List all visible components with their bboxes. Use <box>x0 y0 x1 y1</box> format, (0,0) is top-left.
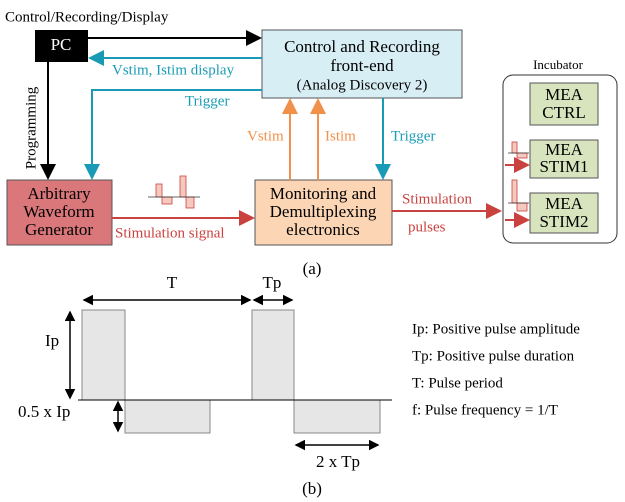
waveform-icon <box>148 175 200 209</box>
legend-line: f: Pulse frequency = 1/T <box>412 402 558 418</box>
legend-line: Tp: Positive pulse duration <box>412 348 575 364</box>
caption: (a) <box>303 259 322 278</box>
awg-line: Waveform <box>23 202 94 221</box>
mea-line: STIM1 <box>539 157 588 176</box>
trigger-label: Trigger <box>391 128 435 144</box>
ip-label: Ip <box>45 331 59 350</box>
awg-line: Generator <box>25 220 93 239</box>
vstim-label: Vstim <box>247 128 284 144</box>
half-ip-label: 0.5 x Ip <box>18 402 70 421</box>
pc-box <box>35 30 88 62</box>
mea-box <box>529 82 599 126</box>
figure-b: T Tp Ip 0.5 x Ip 2 x Tp Ip: Positive pul… <box>18 273 580 498</box>
awg-line: Arbitrary <box>27 184 91 203</box>
mea-line: STIM2 <box>539 212 588 231</box>
legend-line: Ip: Positive pulse amplitude <box>412 321 580 337</box>
mea-line: MEA <box>545 140 584 159</box>
figure-a: Control/Recording/Display PC Control and… <box>5 9 618 278</box>
mea-line: CTRL <box>542 103 585 122</box>
frontend-line: Control and Recording <box>284 37 440 56</box>
legend-line: T: Pulse period <box>412 375 503 391</box>
monitoring-line: electronics <box>286 220 360 239</box>
monitoring-line: Demultiplexing <box>270 202 377 221</box>
pulse-shapes <box>81 309 381 434</box>
monitoring-box <box>254 179 393 246</box>
caption: (b) <box>302 479 322 498</box>
trigger-label: Trigger <box>185 93 229 109</box>
waveform-icon <box>508 141 529 212</box>
mea-box <box>529 192 599 234</box>
tp-label: Tp <box>263 273 282 292</box>
frontend-line: front-end <box>330 56 394 75</box>
trigger-arrow <box>84 89 262 180</box>
istim-label: Istim <box>325 128 356 144</box>
pc-label: PC <box>51 35 72 54</box>
incubator-box <box>502 74 618 244</box>
monitoring-line: Monitoring and <box>270 184 377 203</box>
top-label: Control/Recording/Display <box>5 9 169 25</box>
frontend-line: (Analog Discovery 2) <box>297 77 428 93</box>
awg-box <box>6 179 113 246</box>
frontend-box <box>261 29 463 99</box>
incubator-label: Incubator <box>533 57 583 72</box>
t-label: T <box>167 273 178 292</box>
pulses-label: Stimulation <box>402 191 473 207</box>
display-label: Vstim, Istim display <box>112 62 235 78</box>
mea-line: MEA <box>545 85 584 104</box>
programming-label: Programming <box>23 86 39 169</box>
mea-line: MEA <box>545 194 584 213</box>
two-tp-label: 2 x Tp <box>316 452 360 471</box>
pulses-label: pulses <box>408 219 446 235</box>
mea-box <box>529 139 599 179</box>
stim-signal-label: Stimulation signal <box>115 225 225 241</box>
